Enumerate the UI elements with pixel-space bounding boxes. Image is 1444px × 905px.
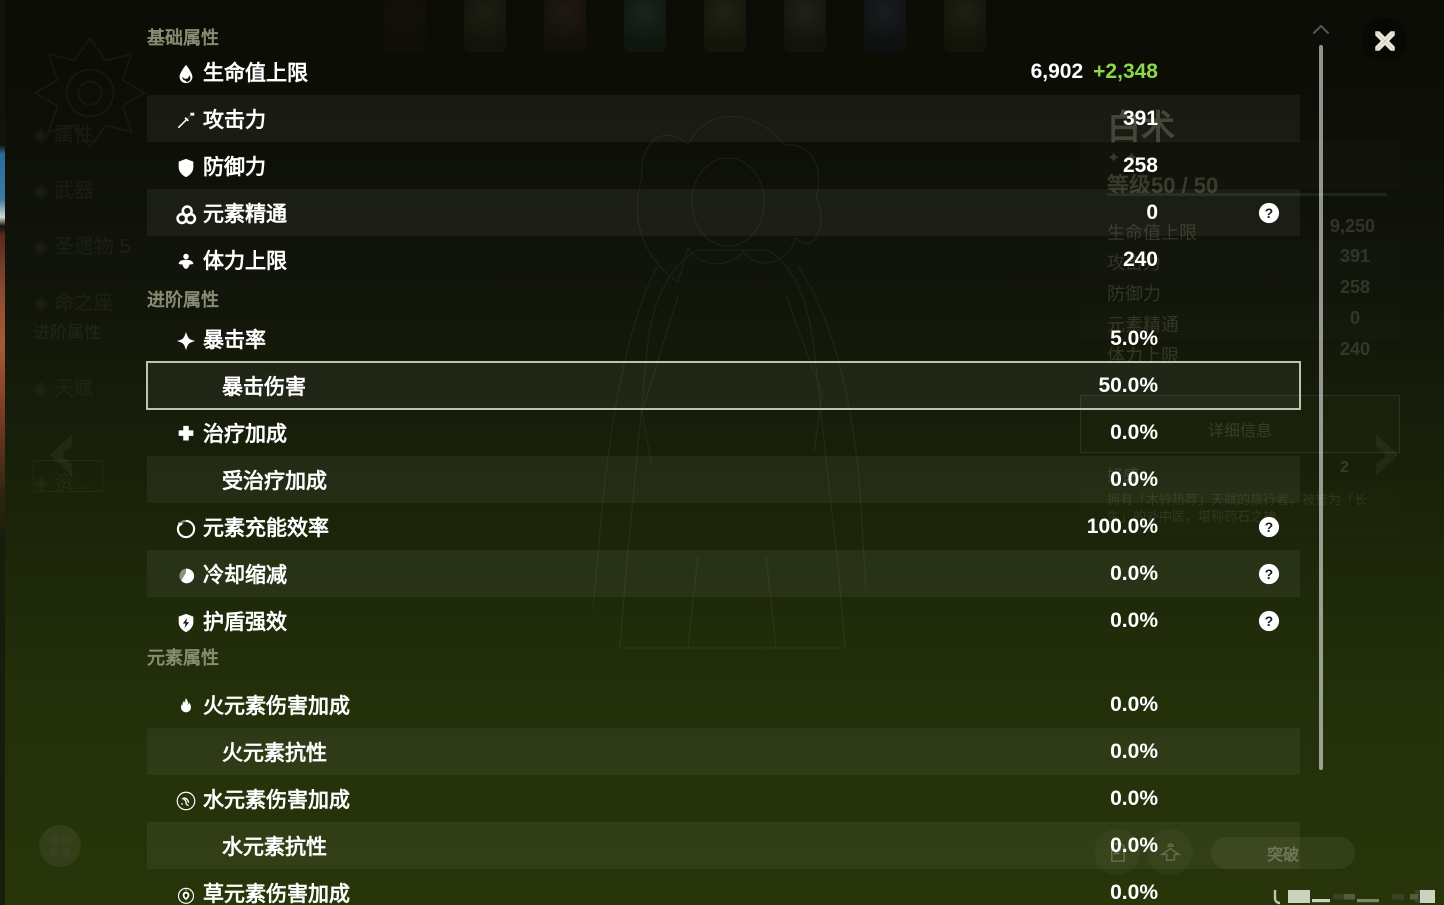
svg-text:?: ?	[1265, 206, 1273, 221]
svg-text:?: ?	[1265, 614, 1273, 629]
svg-text:?: ?	[1265, 567, 1273, 582]
svg-text:?: ?	[1265, 520, 1273, 535]
